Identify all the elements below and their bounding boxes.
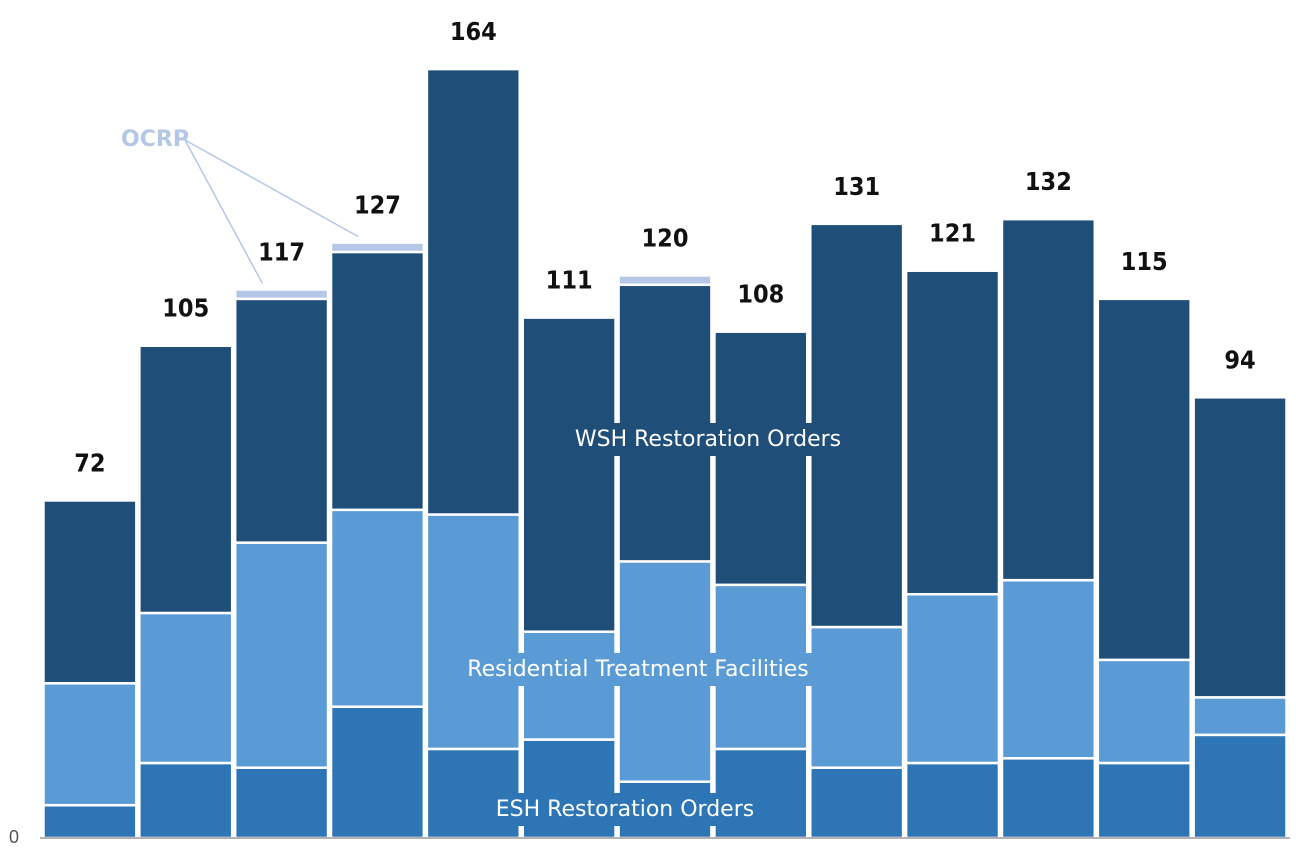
total-label: 94 bbox=[1224, 345, 1255, 374]
series-label: Residential Treatment Facilities bbox=[467, 657, 808, 682]
total-label: 120 bbox=[642, 223, 689, 252]
bar-segment bbox=[42, 803, 138, 840]
leader-line bbox=[184, 139, 359, 238]
total-label: 121 bbox=[929, 219, 976, 248]
bar-segment bbox=[138, 344, 234, 615]
series-label-bg bbox=[568, 423, 848, 456]
total-label: 72 bbox=[74, 448, 105, 477]
bar-segment bbox=[713, 330, 809, 587]
bar-segment bbox=[1192, 733, 1288, 840]
bar-segment bbox=[904, 592, 1001, 765]
bar-segment bbox=[904, 761, 1001, 840]
bar-segment bbox=[521, 316, 617, 633]
bar-segment bbox=[1000, 217, 1097, 582]
bar-segment bbox=[329, 241, 426, 254]
total-label: 111 bbox=[546, 266, 593, 295]
bar-segment bbox=[233, 297, 330, 544]
series-label-bg bbox=[461, 653, 815, 686]
bar-segment bbox=[1192, 696, 1288, 737]
bar-segment bbox=[42, 682, 138, 807]
bar-segment bbox=[233, 541, 330, 769]
annotation: OCRP bbox=[121, 127, 189, 152]
bar-segment bbox=[42, 499, 138, 685]
bar-segment bbox=[329, 250, 426, 512]
bar-segment bbox=[425, 513, 521, 751]
total-label: 115 bbox=[1121, 247, 1168, 276]
bar-segment bbox=[809, 766, 905, 840]
bar-segment bbox=[138, 611, 234, 765]
total-label: 132 bbox=[1025, 167, 1072, 196]
total-label: 108 bbox=[737, 280, 784, 309]
total-label: 117 bbox=[258, 237, 305, 266]
bar-segment bbox=[617, 274, 713, 287]
bar-segment bbox=[904, 269, 1001, 596]
series-label-bg bbox=[489, 793, 761, 826]
bar-segment bbox=[809, 625, 905, 769]
bar-segment bbox=[1192, 396, 1288, 699]
series-label: WSH Restoration Orders bbox=[575, 427, 841, 452]
bar-segment bbox=[425, 67, 521, 516]
bar-segment bbox=[1000, 757, 1097, 840]
bar-segment bbox=[1096, 761, 1192, 840]
series-label: ESH Restoration Orders bbox=[496, 797, 754, 822]
total-label: 131 bbox=[833, 172, 880, 201]
bar-segment bbox=[329, 705, 426, 840]
leader-line bbox=[184, 139, 264, 284]
total-label: 127 bbox=[354, 191, 401, 220]
bar-segment bbox=[1096, 658, 1192, 765]
total-label: 105 bbox=[162, 294, 209, 323]
y-tick-label: 0 bbox=[9, 827, 19, 847]
bar-segment bbox=[329, 508, 426, 708]
bar-segment bbox=[233, 288, 330, 301]
bar-segment bbox=[1000, 578, 1097, 760]
bar-segment bbox=[233, 766, 330, 840]
bar-segment bbox=[1096, 297, 1192, 662]
bar-segment bbox=[138, 761, 234, 840]
total-label: 164 bbox=[450, 17, 497, 46]
